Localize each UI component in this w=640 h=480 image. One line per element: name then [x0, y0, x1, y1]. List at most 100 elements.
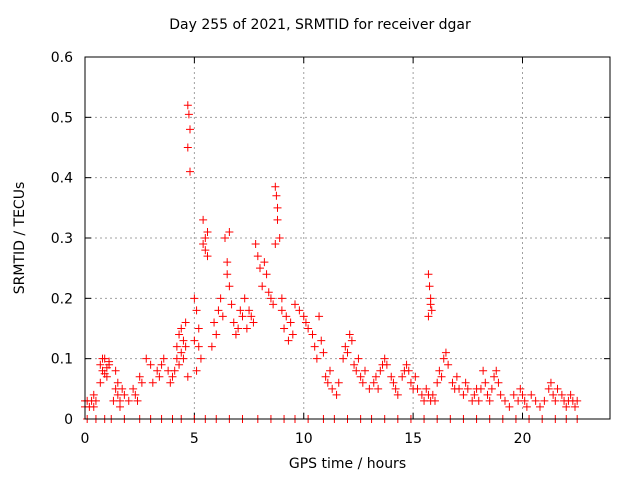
data-point [155, 372, 164, 381]
data-point [157, 360, 166, 369]
data-point [404, 366, 413, 375]
data-point [286, 318, 295, 327]
data-point [428, 390, 437, 399]
data-point [199, 215, 208, 224]
data-point [312, 354, 321, 363]
data-point [247, 312, 256, 321]
data-point [544, 384, 553, 393]
data-point [118, 384, 127, 393]
data-point [308, 330, 317, 339]
data-point [124, 396, 133, 405]
data-point [175, 330, 184, 339]
data-point [277, 294, 286, 303]
data-point [474, 396, 483, 405]
data-point [262, 270, 271, 279]
data-point [272, 191, 281, 200]
data-point [326, 366, 334, 375]
data-point [251, 240, 260, 249]
data-point [129, 384, 138, 393]
data-point [218, 312, 227, 321]
data-point [339, 354, 348, 363]
data-point [203, 252, 212, 261]
data-point [166, 378, 175, 387]
data-point [260, 258, 269, 267]
data-point [240, 294, 249, 303]
data-point [225, 227, 234, 236]
data-point [264, 288, 273, 297]
data-point [481, 378, 490, 387]
data-point [190, 336, 199, 345]
data-point [135, 372, 144, 381]
y-tick-label: 0.5 [51, 110, 73, 126]
data-point [566, 390, 575, 399]
data-point [275, 234, 284, 242]
data-point [509, 390, 518, 399]
data-point [328, 384, 337, 393]
data-point [522, 402, 531, 411]
data-point [177, 324, 186, 333]
data-point [387, 372, 396, 381]
data-point [343, 348, 352, 357]
x-tick-label: 0 [81, 431, 90, 447]
x-tick-label: 20 [514, 431, 532, 447]
data-point [487, 384, 496, 393]
data-point [203, 227, 212, 236]
data-point [212, 330, 221, 339]
data-point [304, 324, 313, 333]
data-point [376, 366, 385, 375]
data-point [234, 324, 243, 333]
data-point [425, 282, 434, 291]
data-point [192, 306, 201, 315]
data-point [369, 378, 378, 387]
data-point [179, 354, 188, 363]
data-point [159, 354, 168, 363]
data-point [301, 318, 310, 327]
data-point [323, 378, 332, 387]
data-point [501, 396, 509, 405]
data-point [334, 378, 343, 387]
data-point [431, 396, 439, 405]
data-point [455, 384, 464, 393]
data-point [317, 336, 326, 345]
data-point [352, 366, 361, 375]
data-point [531, 396, 540, 405]
data-point [280, 324, 289, 333]
data-point [210, 318, 219, 327]
data-point [91, 396, 100, 405]
data-point [424, 270, 433, 279]
data-point [89, 390, 98, 399]
data-point [321, 372, 330, 381]
data-point [153, 366, 162, 375]
data-point [236, 306, 245, 315]
data-point [282, 312, 291, 321]
data-point [105, 357, 114, 366]
data-point [291, 300, 299, 309]
data-point [356, 372, 365, 381]
data-point [177, 348, 186, 357]
y-tick-label: 0.6 [51, 50, 73, 66]
data-point [516, 384, 525, 393]
data-point [557, 390, 566, 399]
data-point [479, 366, 488, 375]
data-point [96, 360, 105, 369]
data-point [358, 378, 367, 387]
data-point [380, 354, 389, 363]
data-point [393, 390, 402, 399]
data-point [186, 167, 194, 176]
data-point [350, 360, 359, 369]
data-point [284, 336, 293, 345]
data-point [214, 306, 223, 315]
data-point [196, 354, 205, 363]
data-point [490, 372, 499, 381]
data-point [391, 384, 400, 393]
x-tick-label: 10 [295, 431, 313, 447]
data-point [183, 143, 192, 152]
data-point [201, 246, 210, 255]
data-point [133, 396, 142, 405]
data-point [172, 342, 181, 351]
plot-frame [84, 56, 611, 420]
data-point [527, 390, 536, 399]
data-point [168, 372, 177, 381]
data-point [266, 294, 275, 303]
